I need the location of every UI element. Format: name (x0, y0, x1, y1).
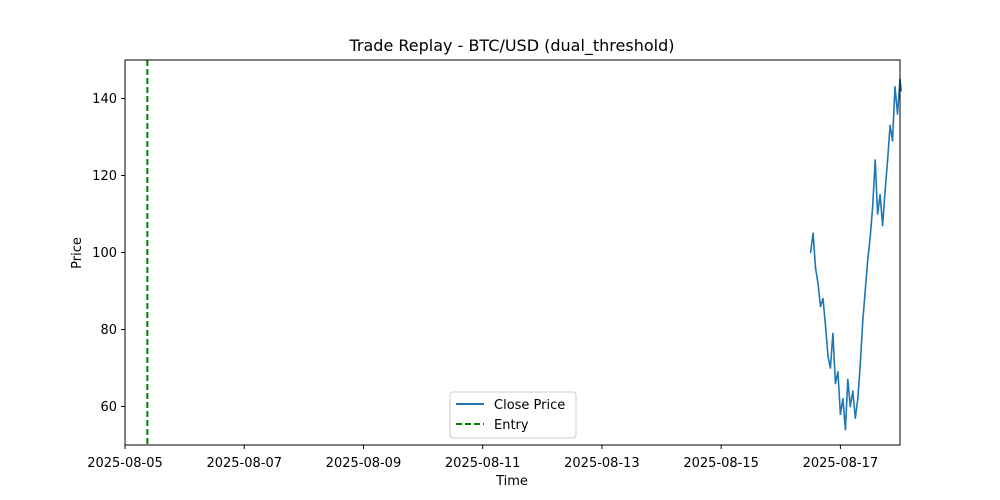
close-price-point (827, 355, 829, 358)
close-price-point (879, 194, 881, 196)
x-tick-label: 2025-08-05 (87, 456, 163, 471)
close-price-point (817, 282, 819, 285)
close-price-point (854, 417, 857, 419)
close-price-point (864, 290, 866, 292)
close-price-line (809, 78, 902, 431)
legend: Close Price Entry (449, 391, 577, 439)
close-price-point (832, 332, 834, 335)
close-price-point (852, 390, 854, 392)
close-price-point (849, 405, 852, 408)
close-price-point (809, 251, 812, 254)
x-tick-label: 2025-08-07 (206, 456, 282, 471)
close-price-point (824, 324, 827, 327)
chart-title: Trade Replay - BTC/USD (dual_threshold) (349, 36, 675, 56)
close-price-point (881, 224, 884, 227)
y-tick-label: 100 (92, 246, 117, 261)
close-price-point (871, 205, 874, 208)
x-axis-label: Time (495, 474, 528, 489)
x-tick-label: 2025-08-15 (683, 456, 759, 471)
close-price-point (819, 305, 822, 308)
close-price-point (894, 86, 896, 88)
close-price-point (876, 213, 879, 215)
close-price-point (822, 297, 824, 300)
close-price-point (814, 267, 817, 269)
x-tick-label: 2025-08-11 (445, 456, 521, 471)
y-tick-label: 80 (100, 323, 117, 338)
close-price-point (844, 428, 847, 431)
close-price-point (900, 90, 902, 92)
plot-area (146, 60, 902, 445)
close-price-point (857, 398, 859, 400)
close-price-point (889, 124, 891, 127)
close-price-point (886, 159, 889, 161)
close-price-point (891, 140, 894, 142)
x-axis: 2025-08-05 2025-08-07 2025-08-09 2025-08-11… (87, 445, 878, 471)
close-price-point (874, 159, 876, 161)
close-price-point (812, 232, 814, 234)
legend-close-price-label: Close Price (494, 398, 565, 413)
y-axis: 60 80 100 120 140 (92, 92, 125, 415)
close-price-point (839, 413, 842, 416)
close-price-point (837, 371, 839, 373)
close-price-point (896, 113, 899, 115)
y-tick-label: 140 (92, 92, 117, 107)
x-tick-label: 2025-08-17 (803, 456, 879, 471)
x-tick-label: 2025-08-09 (326, 456, 402, 471)
y-axis-label: Price (70, 237, 85, 269)
legend-entry-label: Entry (494, 418, 529, 433)
y-tick-label: 120 (92, 169, 117, 184)
x-tick-label: 2025-08-13 (564, 456, 640, 471)
close-price-point (884, 190, 886, 192)
close-price-point (842, 398, 844, 400)
close-price-point (847, 378, 849, 381)
close-price-point (859, 363, 862, 365)
close-price-point (861, 321, 864, 323)
y-tick-label: 60 (100, 400, 117, 415)
close-price-point (834, 382, 837, 385)
close-price-point (866, 259, 869, 262)
close-price-point (869, 236, 871, 238)
close-price-point (829, 367, 832, 369)
